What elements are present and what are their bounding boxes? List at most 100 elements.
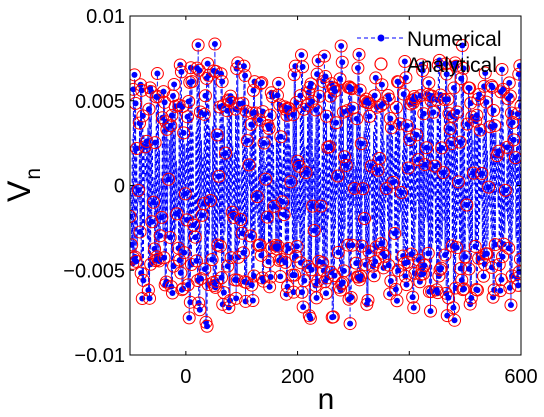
series-numerical-point [334,172,341,179]
series-numerical-point [425,250,432,257]
series-numerical-point [143,138,150,145]
series-analytical-point [456,283,470,297]
series-analytical-point [237,59,251,73]
series-numerical-point [351,185,358,192]
series-numerical-point [176,257,183,264]
series-numerical-point [217,243,224,250]
series-numerical-point [427,308,434,315]
series-analytical-point [317,49,331,63]
series-analytical-point [511,278,521,292]
series-analytical-point [229,291,243,305]
series-analytical-point [344,291,358,305]
series-analytical-point [468,239,482,253]
series-numerical-point [199,212,206,219]
series-analytical-point [335,277,349,291]
series-numerical-point [300,304,307,311]
series-numerical-point [438,265,445,272]
series-analytical-point [260,210,274,224]
series-numerical-point [185,281,192,288]
series-analytical-point [333,72,347,86]
series-numerical-point [348,294,355,301]
series-analytical-point [135,83,149,97]
series-analytical-point [213,239,227,253]
series-numerical-point [496,261,503,268]
series-numerical-point [220,289,227,296]
series-analytical-point [277,208,291,222]
series-analytical-point [496,250,510,264]
series-numerical-point [266,283,273,290]
series-analytical-point [498,183,512,197]
series-numerical-point [195,42,202,48]
series-analytical-point [421,246,435,260]
series-numerical-point [167,234,174,241]
series-analytical-point [455,38,469,52]
series-numerical-point [462,253,469,260]
series-numerical-point [458,277,465,284]
series-analytical-point [143,291,157,305]
series-analytical-point [240,134,254,148]
series-analytical-point [453,135,467,149]
series-analytical-point [493,284,507,298]
series-numerical-point [332,88,338,95]
series-analytical-point [374,99,388,113]
series-analytical-point [130,209,137,223]
series-numerical-point [386,95,393,102]
series-analytical-point [331,169,345,183]
series-numerical-point [242,72,249,79]
series-numerical-point [403,281,410,288]
series-numerical-point [139,112,146,119]
series-numerical-point [442,252,449,259]
series-numerical-point [460,65,467,72]
series-analytical-point [284,175,298,189]
series-numerical-point [209,256,216,263]
series-analytical-point [504,298,518,312]
series-numerical-point [313,107,319,114]
series-analytical-point [374,237,388,251]
series-numerical-point [200,200,207,207]
series-analytical-point [130,251,141,265]
series-numerical-point [365,99,372,106]
series-analytical-point [304,77,318,91]
series-numerical-point [201,111,208,118]
series-numerical-point [187,299,194,306]
series-analytical-point [257,136,271,150]
series-numerical-point [158,214,165,221]
series-analytical-point [398,54,412,68]
series-numerical-point [457,139,464,146]
series-numerical-point [274,92,281,99]
y-tick-label: −0.01 [74,345,125,367]
series-numerical-point [499,253,506,260]
series-analytical-point [274,253,288,267]
series-analytical-point [215,75,229,89]
series-numerical-point [421,262,428,269]
series-numerical-point [160,88,167,95]
series-analytical-point [299,166,313,180]
series-numerical-point [171,81,178,88]
series-numerical-point [219,78,226,85]
series-analytical-point [176,282,190,296]
series-analytical-point [390,294,404,308]
series-numerical-point [483,99,490,106]
series-analytical-point [148,136,162,150]
series-numerical-point [249,297,256,304]
series-analytical-point [252,239,266,252]
series-analytical-point [174,65,188,79]
series-analytical-point [508,151,521,165]
series-numerical-point [490,107,497,114]
series-analytical-point [339,158,353,172]
series-analytical-point [358,212,372,226]
series-numerical-point [248,121,255,128]
series-analytical-point [416,64,430,78]
series-numerical-point [378,240,385,247]
series-numerical-point [161,99,168,106]
series-numerical-point [444,312,451,319]
series-numerical-point [392,286,399,293]
series-analytical-point [350,112,364,126]
series-numerical-point [167,122,174,129]
series-analytical-point [244,229,258,243]
series-numerical-point [454,109,461,116]
series-analytical-point [480,247,494,261]
series-analytical-point [307,223,321,237]
series-numerical-point [321,53,328,60]
series-numerical-point [214,131,221,138]
